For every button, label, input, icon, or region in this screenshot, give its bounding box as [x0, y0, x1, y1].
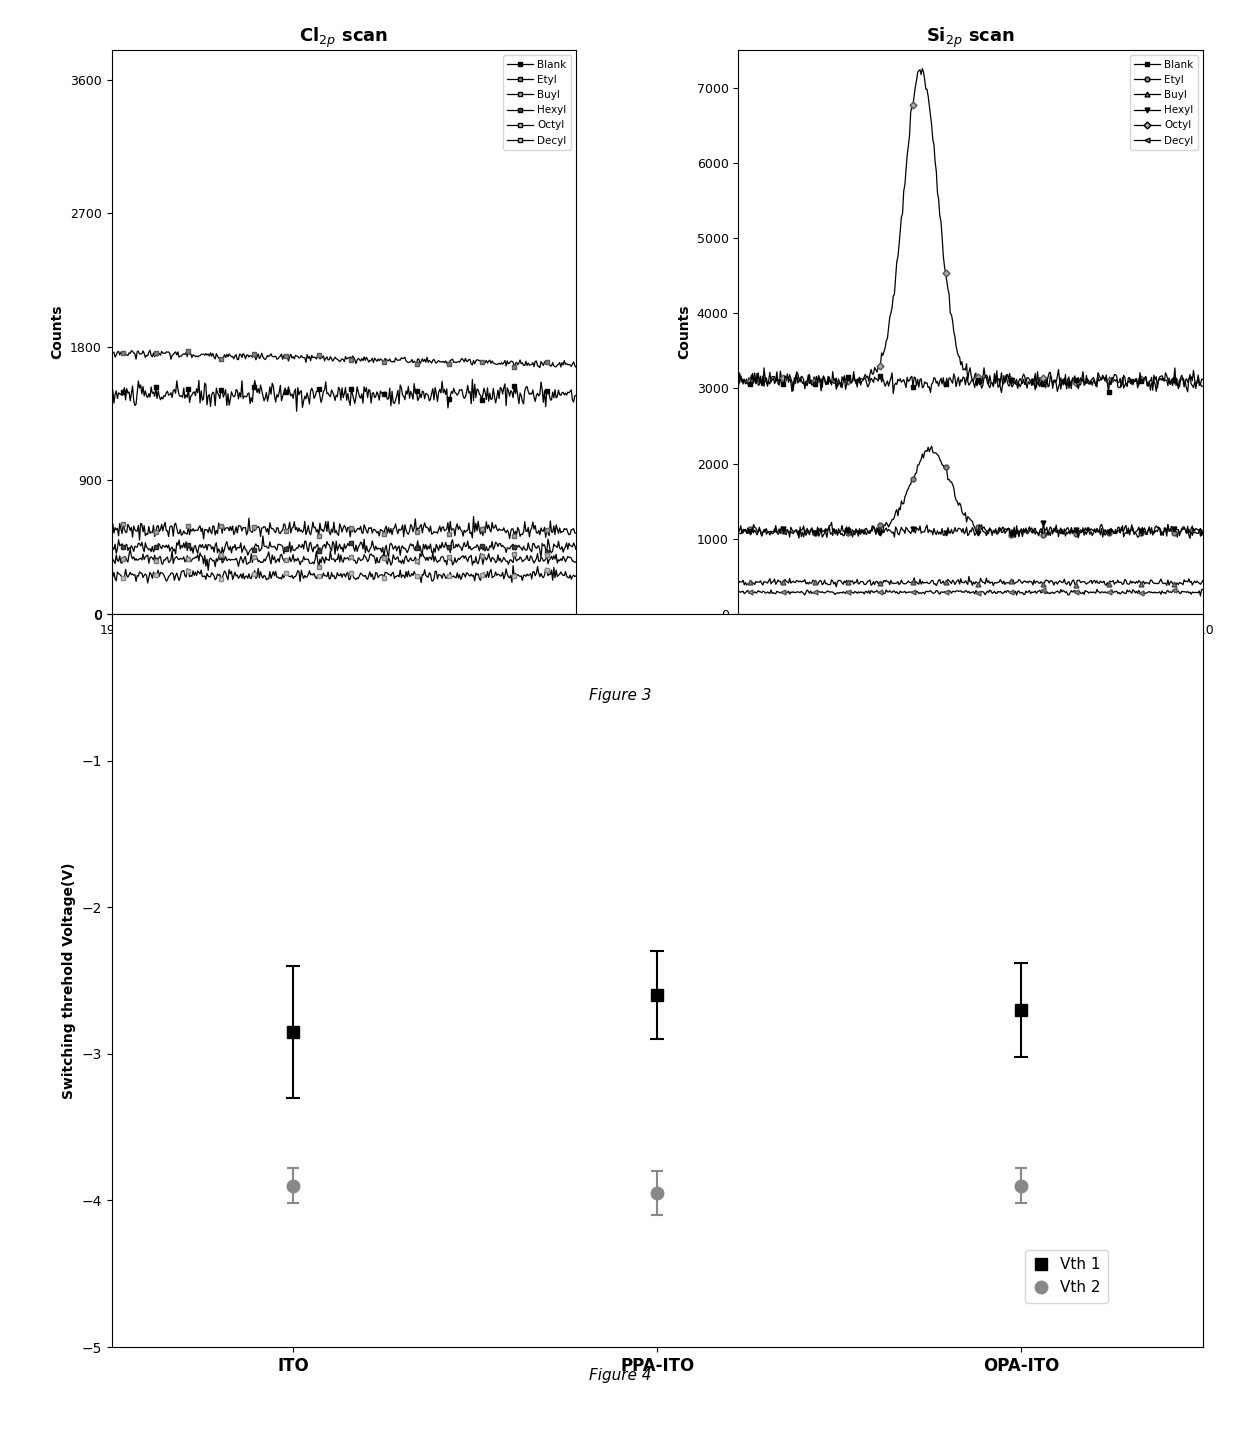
Title: Si$_{2p}$ scan: Si$_{2p}$ scan [926, 26, 1016, 50]
Y-axis label: Counts: Counts [677, 305, 691, 360]
Legend: Blank, Etyl, Buyl, Hexyl, Octyl, Decyl: Blank, Etyl, Buyl, Hexyl, Octyl, Decyl [503, 56, 570, 149]
Y-axis label: Counts: Counts [51, 305, 64, 360]
Y-axis label: Switching threhold Voltage(V): Switching threhold Voltage(V) [62, 863, 76, 1099]
Text: Figure 3: Figure 3 [589, 688, 651, 702]
Text: Figure 4: Figure 4 [589, 1369, 651, 1383]
Legend: Vth 1, Vth 2: Vth 1, Vth 2 [1024, 1250, 1107, 1303]
Title: Cl$_{2p}$ scan: Cl$_{2p}$ scan [299, 26, 388, 50]
X-axis label: Binding Enery(E)(ev): Binding Enery(E)(ev) [263, 642, 425, 656]
X-axis label: Binding Enery(E)(ev): Binding Enery(E)(ev) [889, 642, 1052, 656]
Legend: Blank, Etyl, Buyl, Hexyl, Octyl, Decyl: Blank, Etyl, Buyl, Hexyl, Octyl, Decyl [1130, 56, 1198, 149]
